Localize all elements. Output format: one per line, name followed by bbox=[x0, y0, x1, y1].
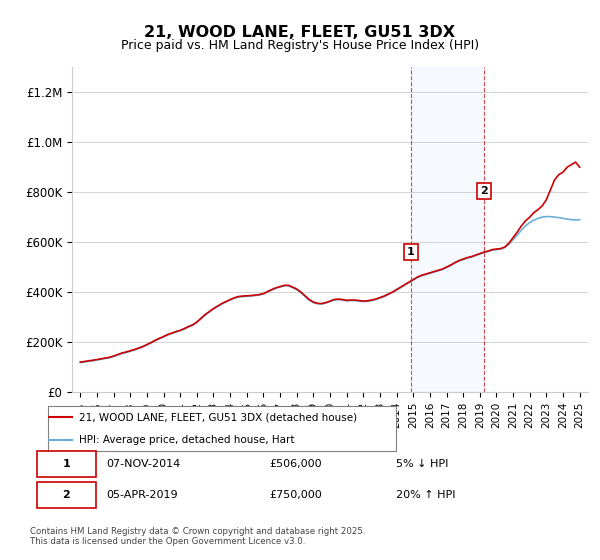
Text: 5% ↓ HPI: 5% ↓ HPI bbox=[397, 459, 449, 469]
Text: 2: 2 bbox=[480, 186, 488, 196]
Text: 21, WOOD LANE, FLEET, GU51 3DX (detached house): 21, WOOD LANE, FLEET, GU51 3DX (detached… bbox=[79, 412, 358, 422]
Text: 07-NOV-2014: 07-NOV-2014 bbox=[106, 459, 181, 469]
Text: 05-APR-2019: 05-APR-2019 bbox=[106, 490, 178, 500]
Text: Contains HM Land Registry data © Crown copyright and database right 2025.
This d: Contains HM Land Registry data © Crown c… bbox=[30, 526, 365, 546]
Text: HPI: Average price, detached house, Hart: HPI: Average price, detached house, Hart bbox=[79, 435, 295, 445]
Text: 21, WOOD LANE, FLEET, GU51 3DX: 21, WOOD LANE, FLEET, GU51 3DX bbox=[145, 25, 455, 40]
Text: 2: 2 bbox=[62, 490, 70, 500]
Text: £506,000: £506,000 bbox=[270, 459, 322, 469]
Text: 20% ↑ HPI: 20% ↑ HPI bbox=[397, 490, 456, 500]
FancyBboxPatch shape bbox=[37, 451, 95, 477]
Text: £750,000: £750,000 bbox=[270, 490, 323, 500]
Text: 1: 1 bbox=[62, 459, 70, 469]
FancyBboxPatch shape bbox=[37, 482, 95, 508]
Text: Price paid vs. HM Land Registry's House Price Index (HPI): Price paid vs. HM Land Registry's House … bbox=[121, 39, 479, 52]
FancyBboxPatch shape bbox=[48, 406, 396, 451]
Bar bbox=[411, 67, 484, 392]
Text: 1: 1 bbox=[407, 247, 415, 257]
